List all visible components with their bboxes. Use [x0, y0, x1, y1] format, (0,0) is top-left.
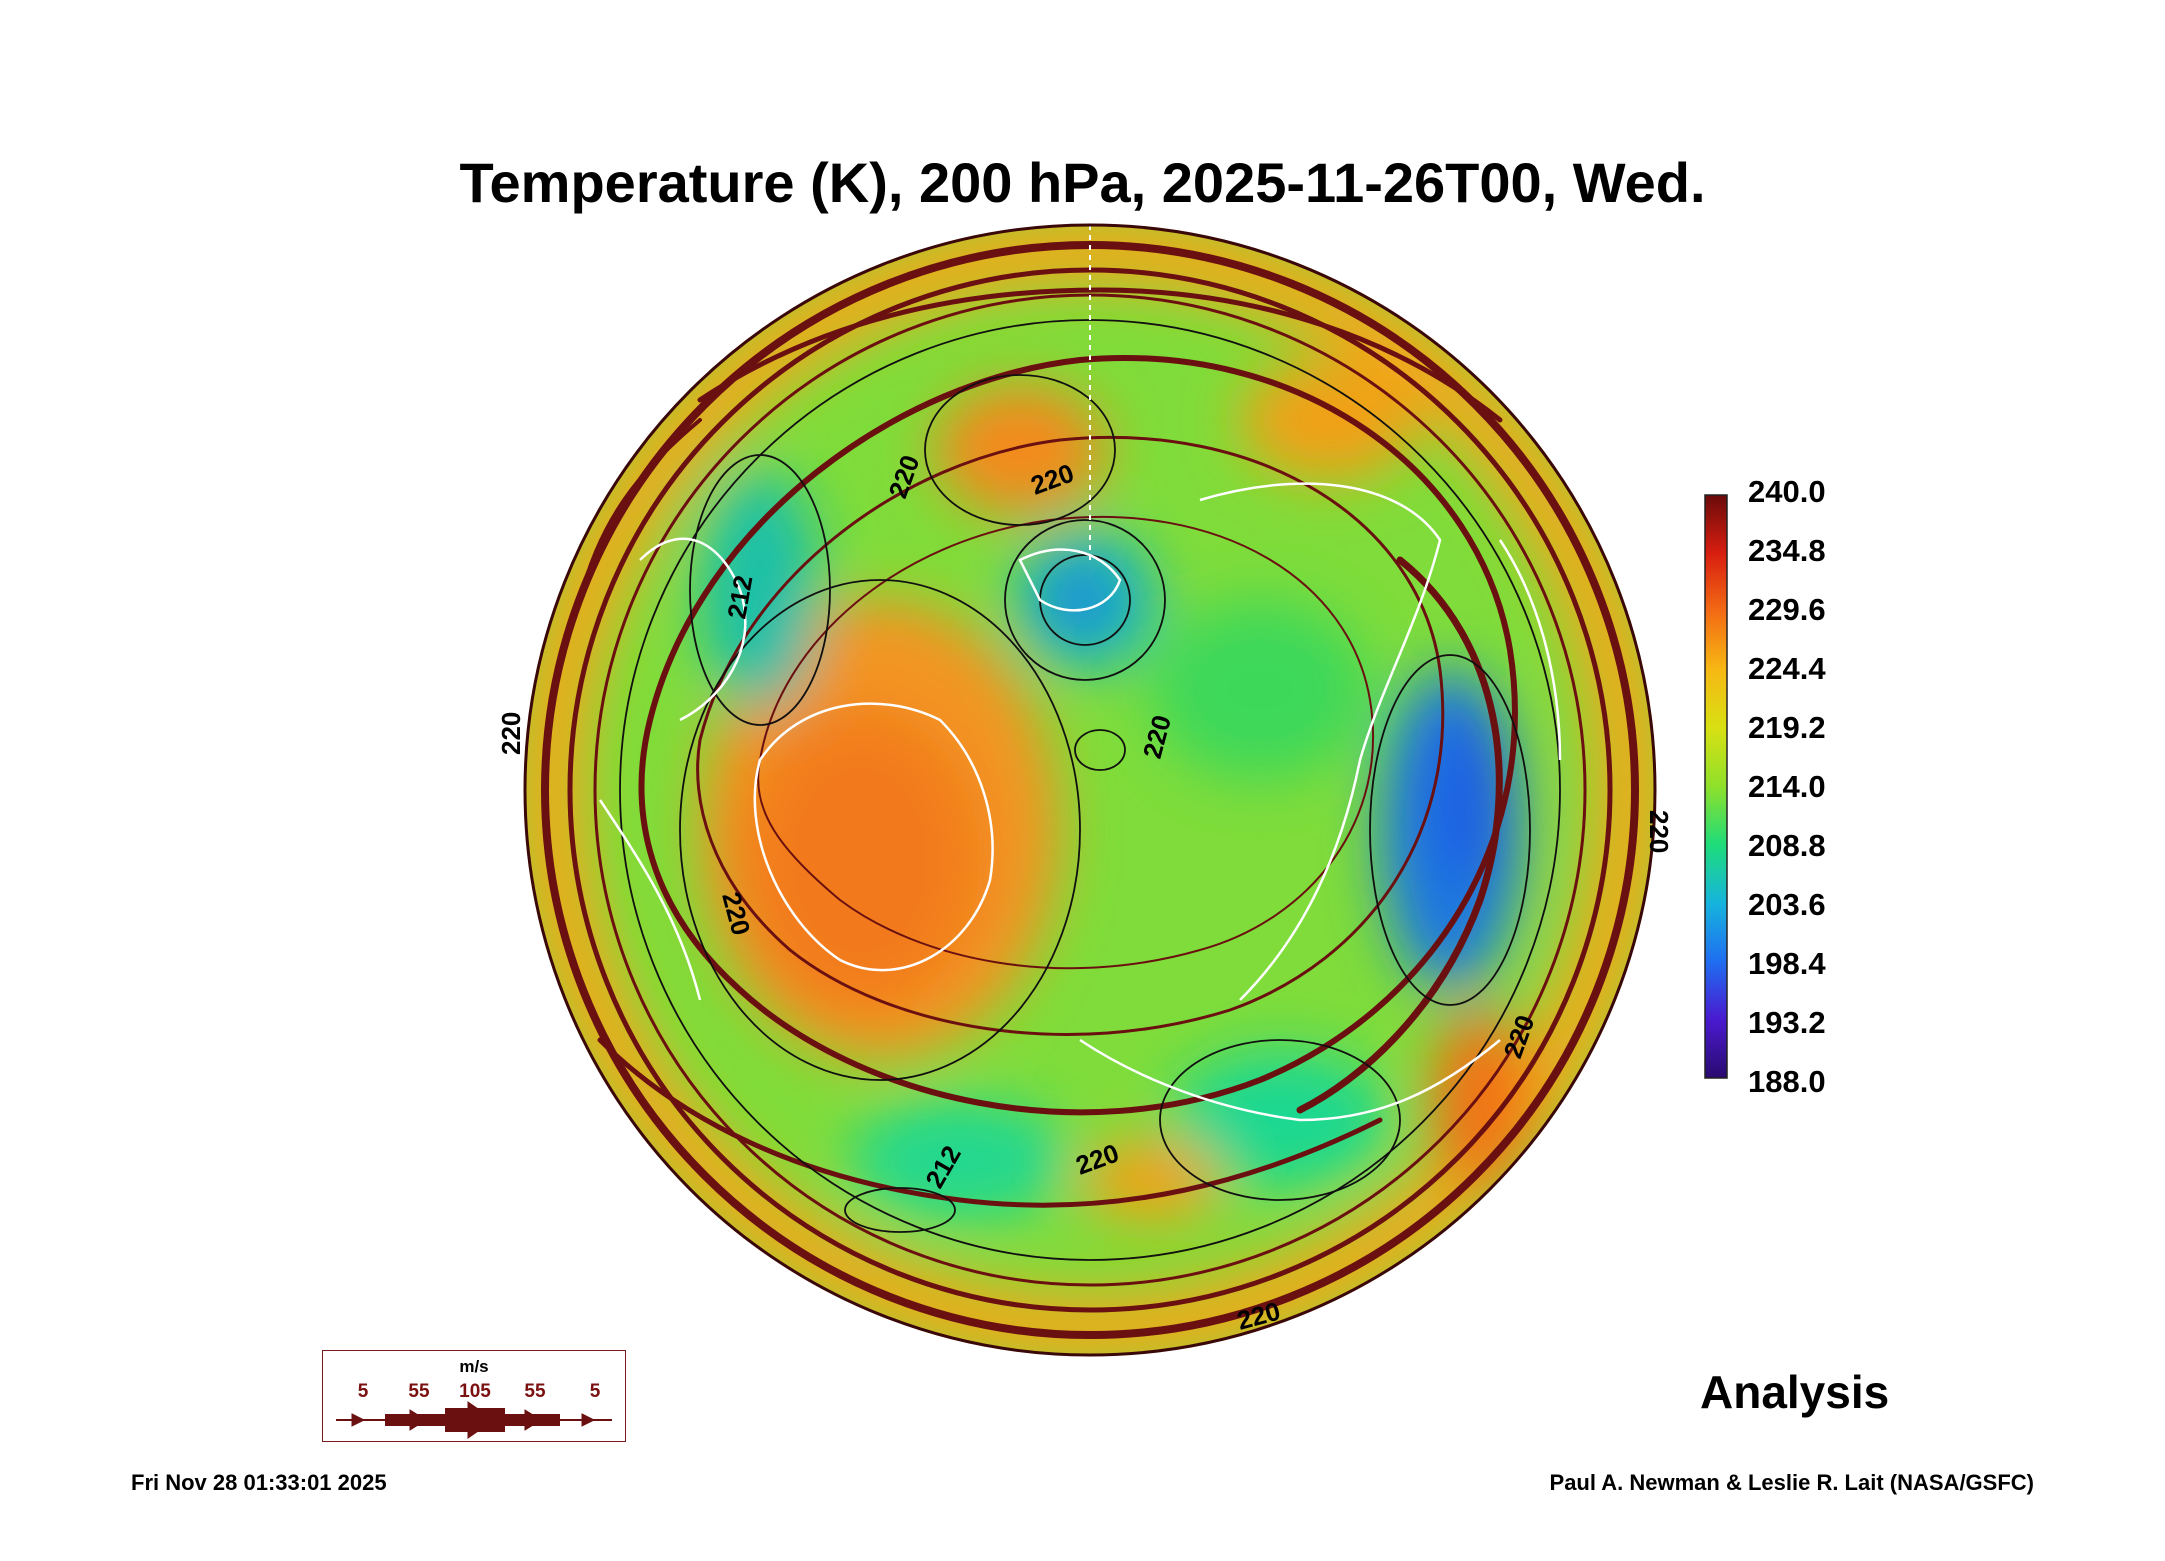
- colorbar-tick: 229.6: [1748, 592, 1826, 627]
- colorbar-tick: 219.2: [1748, 710, 1826, 745]
- wind-legend-value: 55: [408, 1381, 430, 1402]
- colorbar-tick: 240.0: [1748, 474, 1826, 509]
- wind-speed-legend: m/s 5 55 105 55 5: [322, 1350, 626, 1442]
- wind-legend-value: 105: [459, 1381, 491, 1402]
- colorbar-tick: 203.6: [1748, 887, 1826, 922]
- contour-label: 220: [1644, 810, 1674, 853]
- wind-legend-value: 5: [357, 1381, 369, 1402]
- colorbar: [1704, 494, 1728, 1079]
- wind-legend-arrow: [336, 1401, 612, 1439]
- colorbar-tick: 224.4: [1748, 651, 1826, 686]
- wind-legend-unit: m/s: [459, 1357, 489, 1376]
- colorbar-tick: 214.0: [1748, 769, 1826, 804]
- colorbar-tick: 208.8: [1748, 828, 1826, 863]
- colorbar-tick: 193.2: [1748, 1005, 1826, 1040]
- colorbar-tick: 188.0: [1748, 1064, 1826, 1099]
- colorbar-tick: 198.4: [1748, 946, 1826, 981]
- temperature-field: [525, 225, 1655, 1355]
- timestamp: Fri Nov 28 01:33:01 2025: [131, 1470, 387, 1495]
- analysis-label: Analysis: [1700, 1366, 1890, 1418]
- coastlines: [598, 482, 1562, 1122]
- credit: Paul A. Newman & Leslie R. Lait (NASA/GS…: [1549, 1470, 2034, 1495]
- page-title: Temperature (K), 200 hPa, 2025-11-26T00,…: [459, 151, 1706, 214]
- contour-label: 220: [496, 712, 526, 755]
- map-boundary: [523, 223, 1657, 1357]
- contour-label: 212: [721, 573, 758, 621]
- wind-legend-value: 5: [589, 1381, 601, 1402]
- colorbar-tick: 234.8: [1748, 533, 1826, 568]
- wind-legend-value: 55: [524, 1381, 546, 1402]
